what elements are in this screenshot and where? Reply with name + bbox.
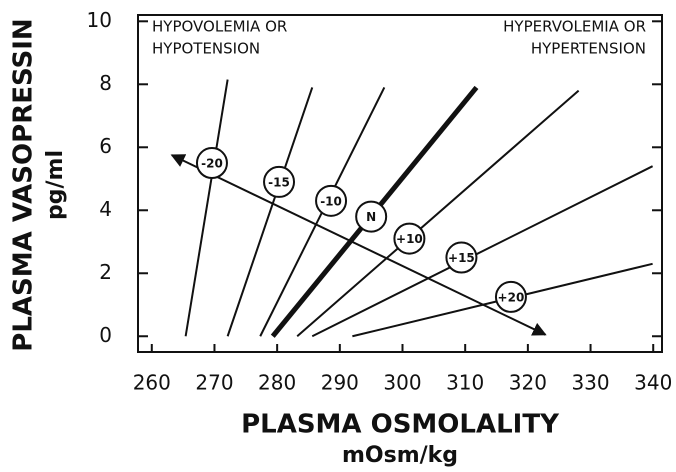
annotation: HYPOTENSION bbox=[152, 40, 260, 58]
y-axis-label: PLASMA VASOPRESSIN bbox=[9, 18, 39, 351]
y-tick-label: 2 bbox=[99, 260, 112, 284]
marker bbox=[355, 200, 388, 233]
y-tick-label: 6 bbox=[99, 134, 112, 158]
y-tick-label: 10 bbox=[87, 8, 112, 32]
x-tick-label: 260 bbox=[133, 371, 171, 395]
marker bbox=[263, 165, 296, 198]
marker bbox=[445, 241, 478, 274]
line bbox=[226, 87, 314, 337]
marker-label: -15 bbox=[268, 175, 290, 189]
x-tick-label: 320 bbox=[509, 371, 547, 395]
marker-label: -20 bbox=[201, 157, 223, 171]
annotation: HYPERTENSION bbox=[531, 40, 646, 58]
annotation: HYPERVOLEMIA OR bbox=[503, 18, 646, 36]
marker bbox=[393, 222, 426, 255]
marker-label: -10 bbox=[320, 194, 342, 208]
marker-label: +10 bbox=[396, 232, 423, 246]
x-tick-label: 290 bbox=[321, 371, 359, 395]
annotation: HYPOVOLEMIA OR bbox=[152, 18, 287, 36]
line bbox=[184, 79, 229, 337]
x-tick-label: 310 bbox=[446, 371, 484, 395]
x-tick-label: 330 bbox=[571, 371, 609, 395]
line bbox=[311, 165, 654, 338]
x-tick-label: 280 bbox=[258, 371, 296, 395]
y-tick-label: 8 bbox=[99, 71, 112, 95]
marker-label: +15 bbox=[448, 251, 475, 265]
y-axis-unit: pg/ml bbox=[43, 150, 68, 220]
marker-label: +20 bbox=[498, 290, 525, 304]
x-axis-label: PLASMA OSMOLALITY bbox=[241, 410, 560, 440]
x-tick-label: 340 bbox=[634, 371, 672, 395]
x-axis-unit: mOsm/kg bbox=[342, 443, 458, 468]
marker bbox=[195, 147, 228, 180]
plot-frame bbox=[137, 14, 663, 353]
arrow bbox=[170, 154, 547, 336]
y-tick-label: 4 bbox=[99, 197, 112, 221]
x-tick-label: 300 bbox=[383, 371, 421, 395]
y-tick-label: 0 bbox=[99, 323, 112, 347]
x-tick-label: 270 bbox=[195, 371, 233, 395]
marker-label: N bbox=[366, 210, 376, 224]
marker bbox=[494, 280, 527, 313]
marker bbox=[315, 184, 348, 217]
